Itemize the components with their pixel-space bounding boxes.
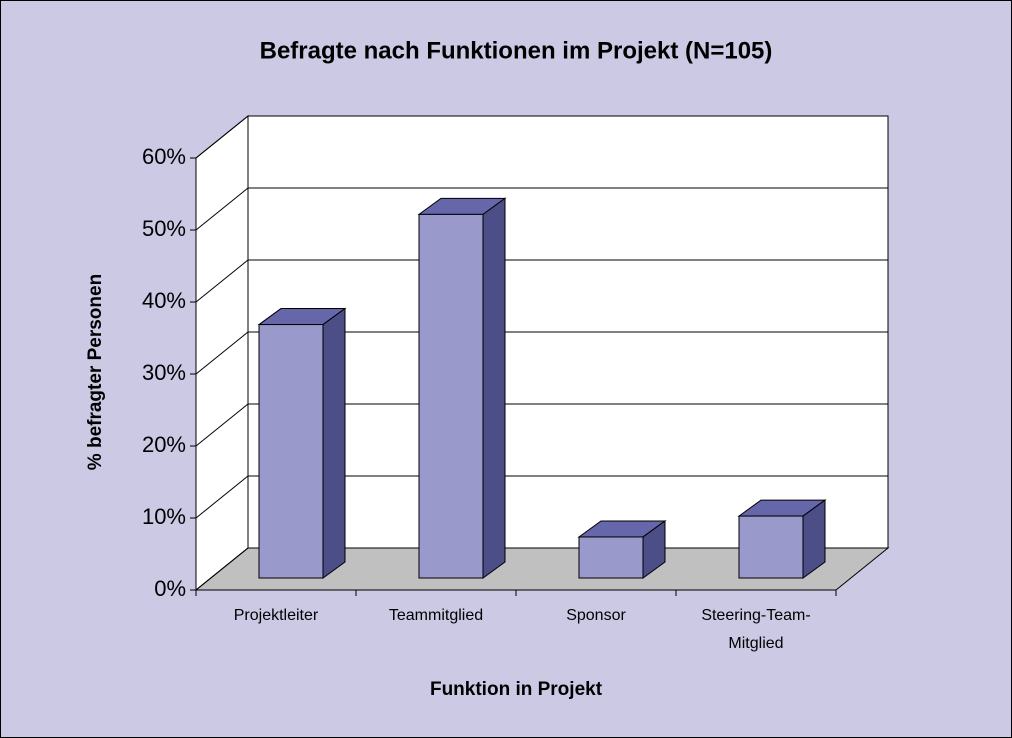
bar-side <box>322 307 346 579</box>
grid-line <box>195 187 249 231</box>
y-tick-label: 20% <box>142 432 186 457</box>
y-tick-label: 10% <box>142 504 186 529</box>
y-tick-label: 0% <box>154 576 186 601</box>
bar <box>418 213 484 579</box>
y-tick-label: 40% <box>142 288 186 313</box>
grid-line <box>195 331 249 375</box>
y-tick-label: 50% <box>142 216 186 241</box>
y-axis-title: % befragter Personen <box>85 274 106 470</box>
grid-line <box>195 115 249 159</box>
y-tick-label: 30% <box>142 360 186 385</box>
chart-title: Befragte nach Funktionen im Projekt (N=1… <box>260 37 773 64</box>
x-axis-title: Funktion in Projekt <box>430 679 603 700</box>
grid-line <box>195 547 249 591</box>
grid-line <box>195 475 249 519</box>
bar <box>578 536 644 579</box>
bar-side <box>482 197 506 579</box>
bar <box>258 324 324 579</box>
y-tick-label: 60% <box>142 144 186 169</box>
x-tick-label: Steering-Team-Mitglied <box>701 607 811 652</box>
bar <box>738 515 804 579</box>
grid-line <box>195 403 249 447</box>
x-tick-label: Projektleiter <box>233 607 319 624</box>
grid-line <box>195 259 249 303</box>
x-tick-label: Teammitglied <box>388 607 484 624</box>
x-tick-label: Sponsor <box>566 607 626 624</box>
